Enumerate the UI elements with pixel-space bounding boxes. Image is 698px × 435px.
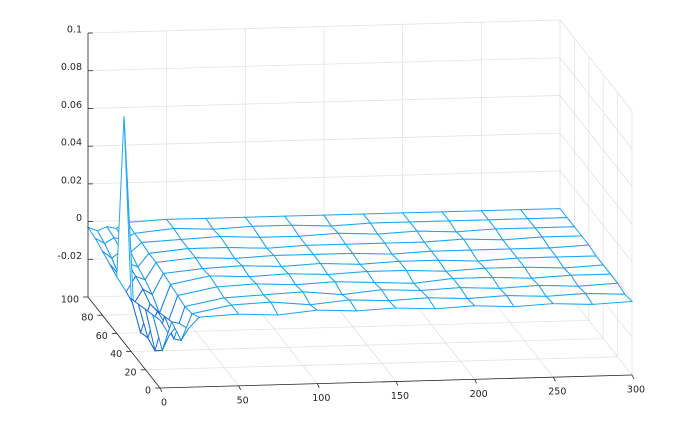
mesh-cell [251, 224, 300, 238]
mesh-cell [452, 276, 501, 289]
grid-line [87, 132, 561, 147]
grid-line [145, 356, 618, 371]
mesh-cell [401, 211, 451, 223]
mesh-cell [366, 269, 415, 284]
x-tick-label: 150 [391, 391, 409, 402]
x-tick-label: 300 [627, 385, 645, 396]
mesh-cell [480, 209, 529, 221]
tick-mark [159, 387, 163, 393]
mesh-cell [362, 212, 411, 224]
mesh-cell [244, 215, 293, 227]
mesh-cell [584, 292, 634, 305]
x-tick-label: 200 [470, 389, 488, 400]
tick-mark [552, 376, 556, 382]
z-tick-label: 0 [76, 213, 82, 224]
mesh-cell [509, 247, 558, 259]
mesh-cell [526, 217, 576, 229]
y-tick-label: 40 [110, 349, 122, 360]
mesh-cell [408, 220, 458, 233]
tick-mark [631, 374, 635, 380]
mesh-cell [305, 243, 354, 255]
y-tick-label: 60 [96, 331, 108, 342]
grid-line [559, 19, 633, 112]
x-tick-label: 0 [161, 398, 167, 409]
x-tick-label: 100 [312, 393, 330, 404]
mesh-cell [516, 256, 565, 269]
z-tick-label: 0.1 [67, 25, 82, 36]
tick-mark [474, 379, 478, 384]
mesh-cell [187, 246, 236, 260]
grid-line [87, 19, 561, 34]
z-tick-label: 0.08 [61, 62, 82, 73]
mesh-cell [430, 249, 479, 262]
tick-mark [316, 383, 320, 388]
tick-mark [238, 385, 242, 391]
y-tick-label: 80 [81, 313, 93, 324]
mesh-cell [344, 242, 394, 255]
x-tick-label: 50 [237, 395, 249, 406]
z-tick-label: 0.02 [61, 175, 82, 186]
mesh-cell [534, 226, 583, 238]
mesh-cell [519, 208, 569, 220]
z-tick-label: 0.06 [61, 100, 82, 111]
z-tick-label: 0.04 [61, 138, 82, 149]
tick-mark [395, 381, 399, 386]
mesh-cell [398, 259, 447, 272]
mesh-cell [165, 217, 215, 230]
y-tick-label: 0 [145, 386, 151, 397]
y-axis [87, 296, 161, 389]
grid-line [131, 338, 604, 352]
grid-line [87, 170, 561, 185]
y-tick-label: 20 [125, 367, 137, 378]
grid-line [116, 320, 589, 334]
mesh-cell [484, 266, 533, 279]
mesh-cell [440, 210, 490, 222]
grid-line [559, 132, 633, 225]
grid-line [559, 95, 633, 187]
x-tick-label: 250 [548, 387, 566, 398]
grid-line [87, 95, 561, 109]
grid-line [87, 57, 561, 72]
y-tick-label: 100 [61, 295, 79, 306]
grid-line [559, 170, 633, 263]
mesh-cell [312, 252, 361, 265]
z-tick-label: -0.02 [57, 251, 82, 262]
mesh-cell [283, 214, 333, 227]
grid-line [559, 57, 633, 149]
mesh-cell [487, 218, 537, 230]
